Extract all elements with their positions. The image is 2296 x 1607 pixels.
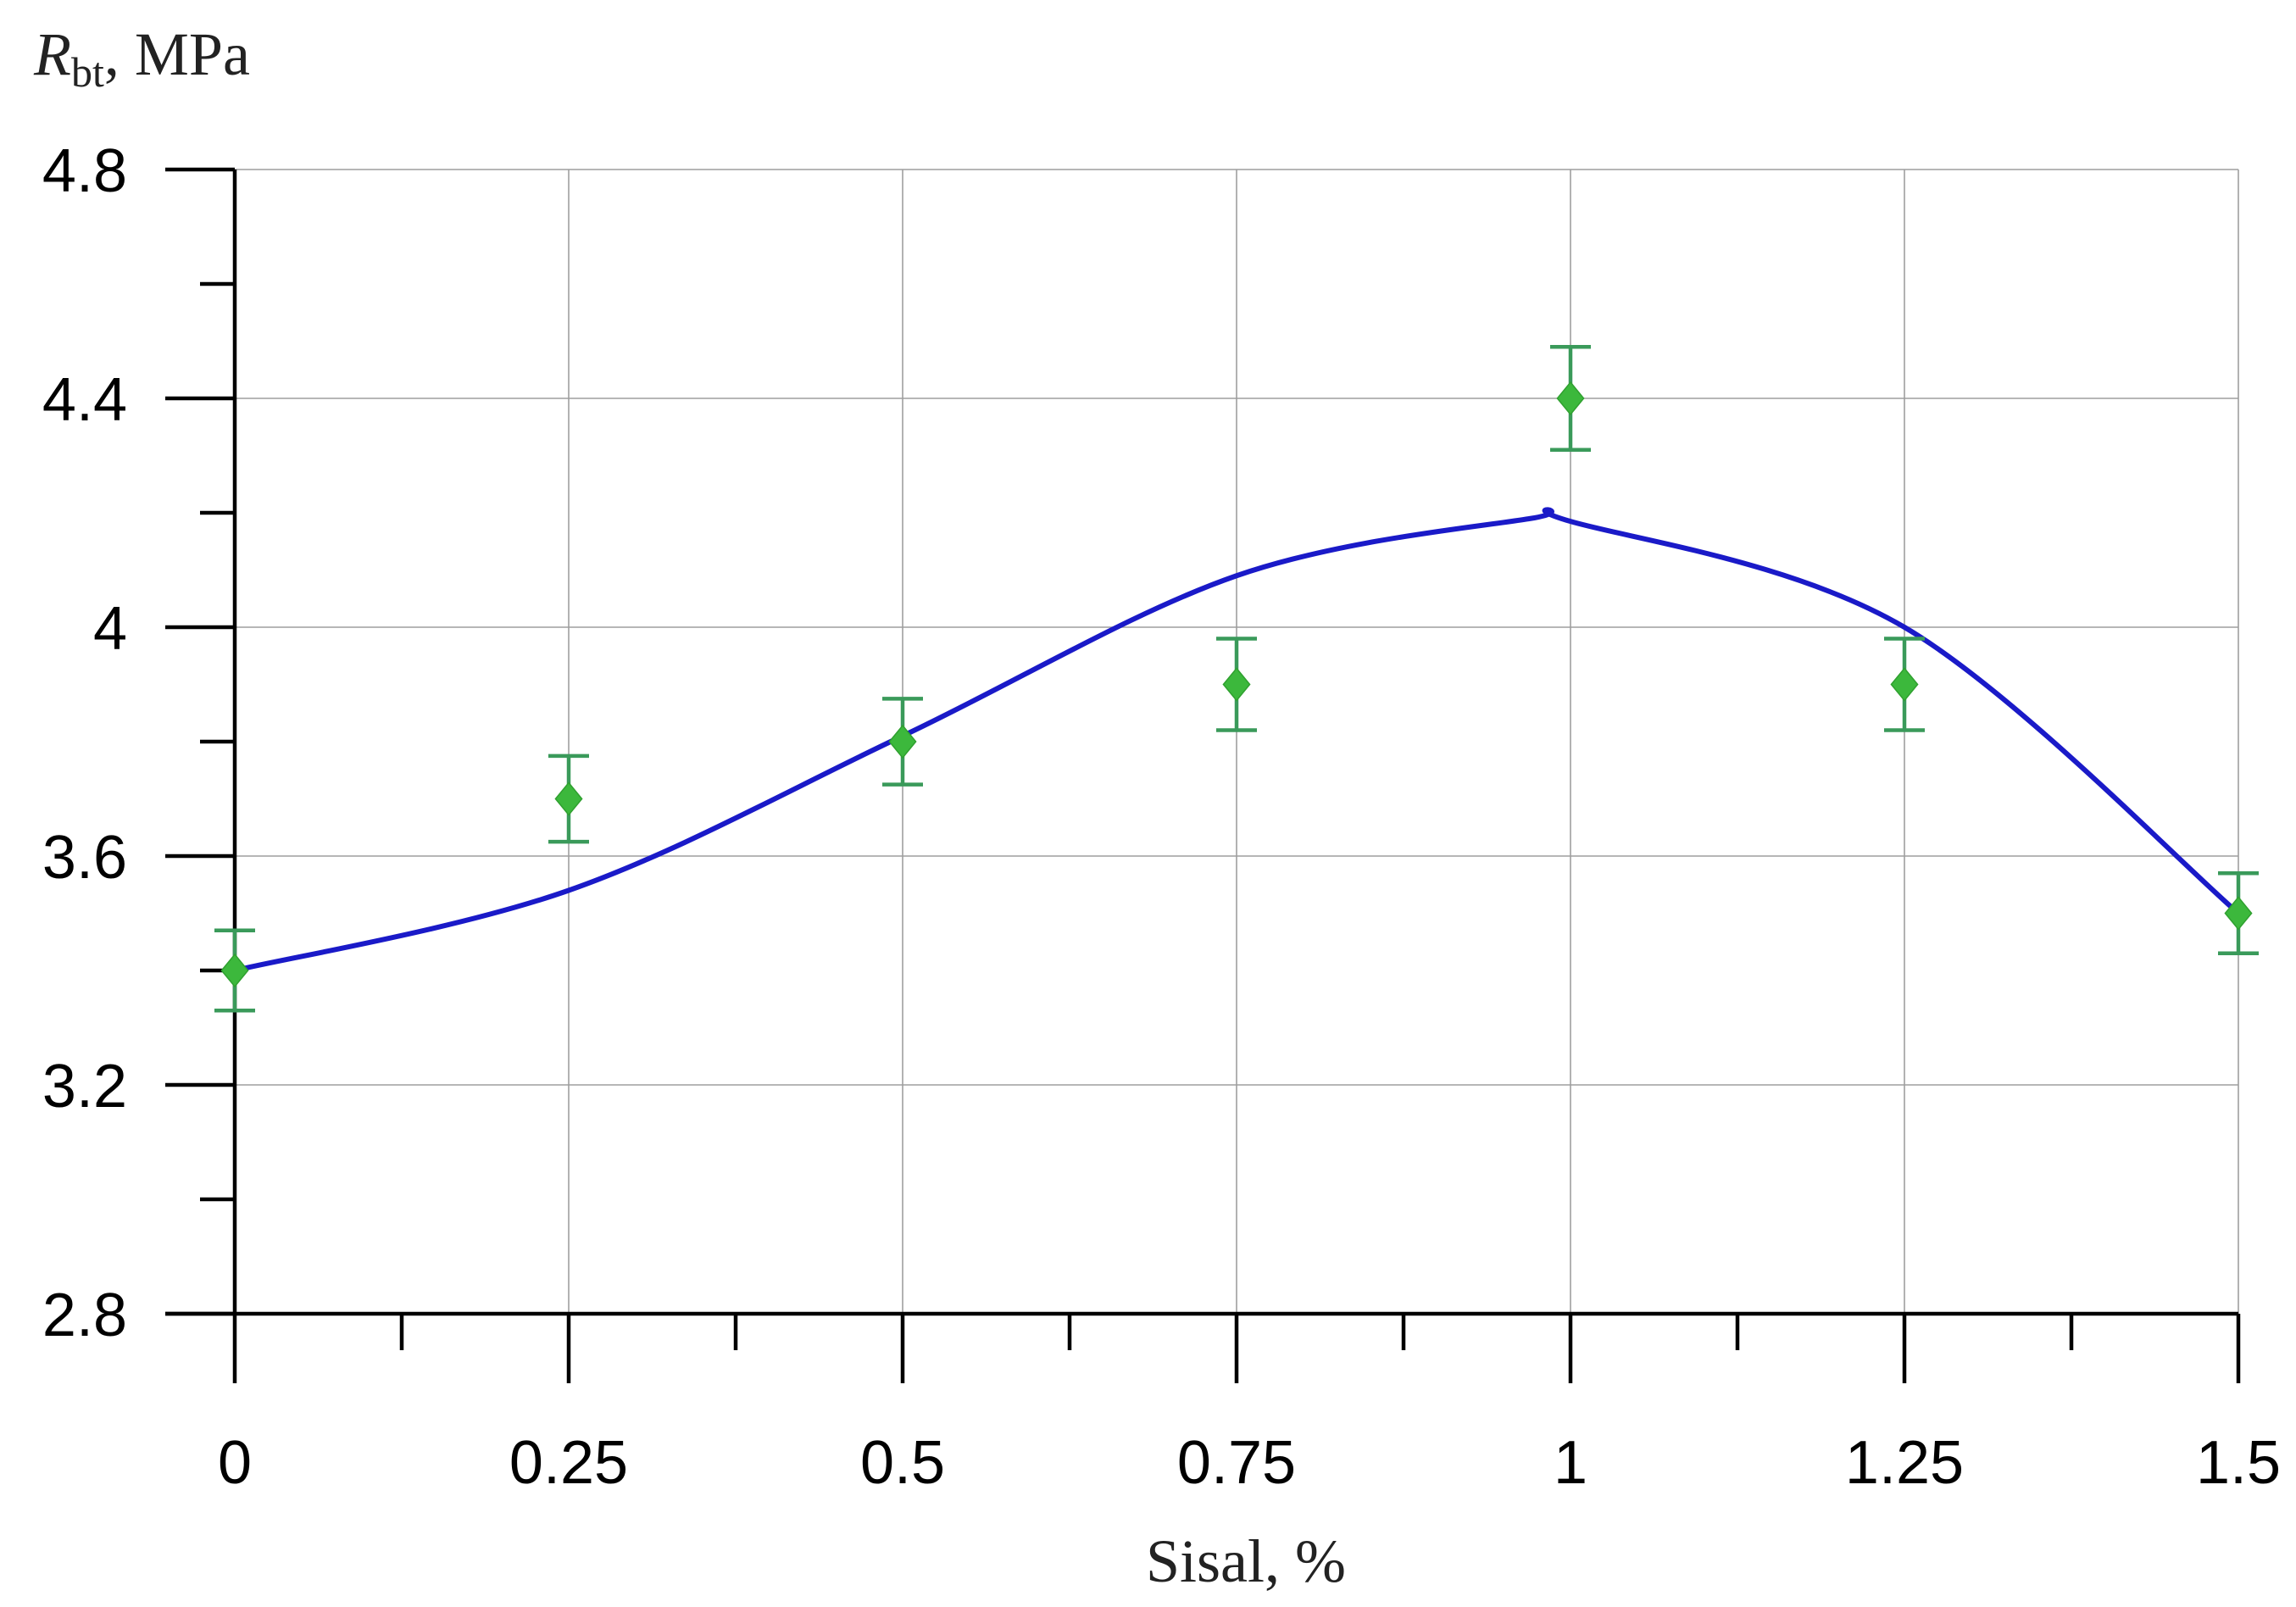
y-tick-label: 4.8 (42, 137, 127, 205)
x-tick-labels: 0 0.25 0.5 0.75 1 1.25 1.5 (218, 1429, 2281, 1497)
diamond-marker (1556, 381, 1585, 416)
x-tick-label: 0 (218, 1429, 252, 1497)
diamond-marker (2224, 896, 2253, 931)
x-tick-label: 1.5 (2196, 1429, 2281, 1497)
diamond-marker (1222, 667, 1251, 702)
data-point-5 (1884, 637, 1925, 732)
y-axis-title: Rbt, MPa (33, 20, 250, 96)
axes (165, 167, 2241, 1383)
data-point-1 (548, 753, 589, 844)
y-axis-symbol: R (33, 20, 71, 88)
diamond-marker (554, 781, 583, 816)
x-tick-label: 1 (1554, 1429, 1587, 1497)
fitted-curve-line (232, 507, 2241, 973)
gridlines (235, 169, 2239, 1314)
y-tick-label: 3.2 (42, 1053, 127, 1120)
y-tick-labels: 2.8 3.2 3.6 4 4.4 4.8 (42, 137, 127, 1349)
y-tick-label: 4.4 (42, 366, 127, 434)
y-tick-label: 3.6 (42, 824, 127, 892)
data-point-2 (882, 697, 923, 787)
x-tick-label: 1.25 (1845, 1429, 1964, 1497)
x-tick-label: 0.75 (1177, 1429, 1296, 1497)
y-tick-label: 4 (93, 595, 127, 663)
data-point-3 (1216, 637, 1257, 732)
fitted-curve (232, 507, 2241, 973)
diamond-marker (888, 724, 917, 759)
x-axis-title: Sisal, % (1146, 1527, 1346, 1595)
data-point-4 (1550, 345, 1591, 452)
x-tick-label: 0.5 (860, 1429, 945, 1497)
data-points (214, 345, 2259, 1013)
data-point-6 (2218, 871, 2259, 955)
y-axis-subscript: bt (71, 48, 104, 96)
y-tick-label: 2.8 (42, 1282, 127, 1349)
diamond-marker (220, 953, 249, 988)
x-tick-label: 0.25 (509, 1429, 628, 1497)
diamond-marker (1890, 667, 1919, 702)
data-point-0 (214, 928, 255, 1013)
y-axis-unit: , MPa (104, 20, 250, 88)
